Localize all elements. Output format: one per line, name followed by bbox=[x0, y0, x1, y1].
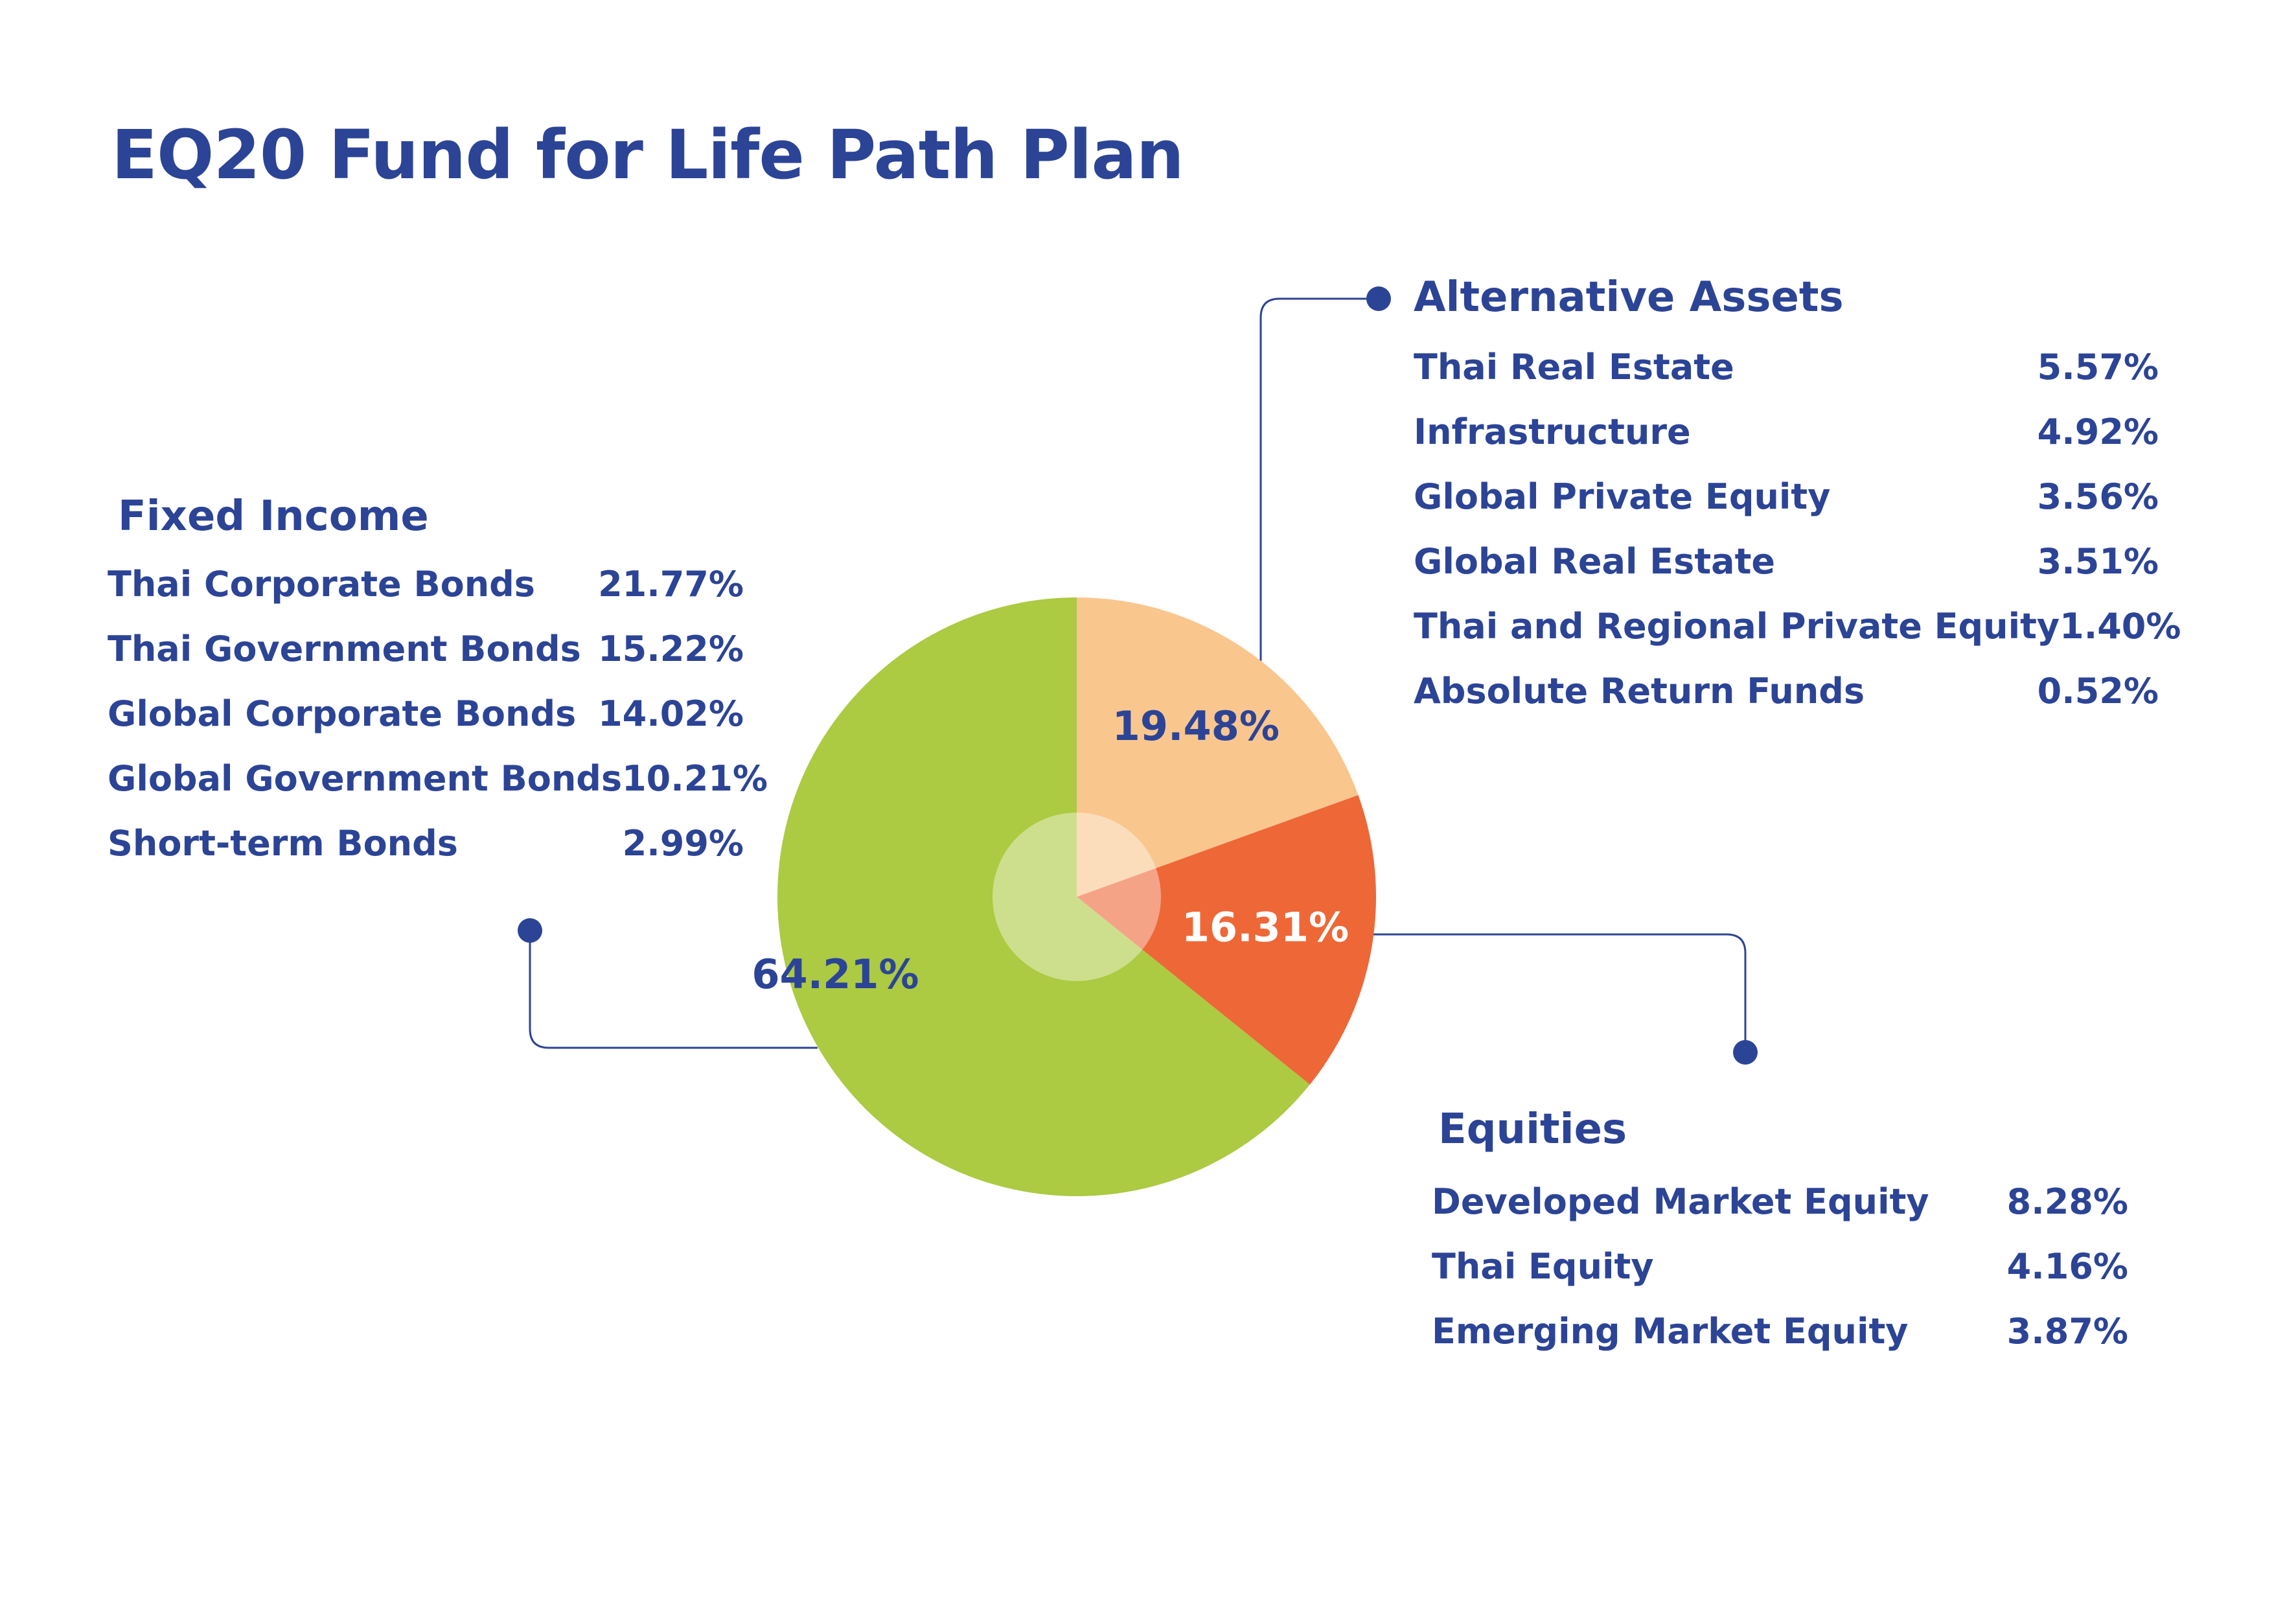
alternative-assets-item-value: 0.52% bbox=[2037, 671, 2159, 711]
connector-lines bbox=[518, 286, 1758, 1065]
alternative-assets-item: Thai Real Estate 5.57% bbox=[1414, 347, 2159, 387]
alternative-assets-item: Global Real Estate 3.51% bbox=[1414, 541, 2159, 582]
equities-item: Emerging Market Equity 3.87% bbox=[1432, 1311, 2128, 1352]
fixed-income-item-label: Global Government Bonds bbox=[108, 758, 623, 799]
alternative-assets-connector bbox=[1259, 297, 1372, 661]
fixed-income-title: Fixed Income bbox=[118, 492, 429, 540]
fixed-income-item-value: 2.99% bbox=[622, 823, 744, 864]
equities-item-value: 4.16% bbox=[2006, 1246, 2128, 1287]
equities-item-label: Developed Market Equity bbox=[1432, 1181, 1929, 1222]
fixed-income-item-value: 10.21% bbox=[622, 758, 768, 799]
fixed-income-item-value: 15.22% bbox=[598, 629, 744, 669]
fixed-income-item-label: Global Corporate Bonds bbox=[108, 693, 577, 734]
alternative-assets-item-label: Global Real Estate bbox=[1414, 541, 1776, 582]
alternative-assets-item-value: 3.51% bbox=[2037, 541, 2159, 582]
equities-item-value: 8.28% bbox=[2006, 1181, 2128, 1222]
alternative-assets-item-label: Global Private Equity bbox=[1414, 476, 1831, 517]
alternative-assets-item-value: 5.57% bbox=[2037, 347, 2159, 387]
fixed-income-item-label: Thai Corporate Bonds bbox=[108, 564, 535, 605]
equities-item-value: 3.87% bbox=[2006, 1311, 2128, 1352]
alternative-assets-item-label: Absolute Return Funds bbox=[1414, 671, 1865, 711]
fixed-income-item: Thai Government Bonds 15.22% bbox=[108, 629, 744, 669]
equities-item-label: Emerging Market Equity bbox=[1432, 1311, 1909, 1352]
pie-slice-fixed-income bbox=[777, 597, 1310, 1197]
pie-center-highlight bbox=[993, 813, 1161, 981]
alternative-assets-item-value: 1.40% bbox=[2060, 606, 2181, 647]
fixed-income-connector bbox=[529, 933, 818, 1049]
alternative-assets-item-label: Infrastructure bbox=[1414, 411, 1691, 452]
alternative-assets-item-label: Thai Real Estate bbox=[1414, 347, 1734, 387]
alternative-assets-item-value: 4.92% bbox=[2037, 411, 2159, 452]
fixed-income-item-value: 21.77% bbox=[598, 564, 744, 605]
alternative-assets-item: Global Private Equity 3.56% bbox=[1414, 476, 2159, 517]
fixed-income-item-label: Thai Government Bonds bbox=[108, 629, 581, 669]
pie-slice-label: 19.48% bbox=[1112, 702, 1280, 750]
pie-slice-label: 64.21% bbox=[752, 951, 919, 998]
fixed-income-item-label: Short-term Bonds bbox=[108, 823, 458, 864]
pie-slices bbox=[777, 597, 1376, 1197]
page-title: EQ20 Fund for Life Path Plan bbox=[111, 115, 1184, 194]
fixed-income-item: Thai Corporate Bonds 21.77% bbox=[108, 564, 744, 605]
alternative-assets-dot bbox=[1366, 286, 1391, 311]
fixed-income-dot bbox=[518, 918, 542, 943]
alternative-assets-item: Thai and Regional Private Equity 1.40% bbox=[1414, 606, 2181, 647]
equities-dot bbox=[1733, 1040, 1758, 1065]
alternative-assets-title: Alternative Assets bbox=[1414, 273, 1844, 321]
alternative-assets-item: Absolute Return Funds 0.52% bbox=[1414, 671, 2159, 711]
alternative-assets-item-label: Thai and Regional Private Equity bbox=[1414, 606, 2060, 647]
fixed-income-item: Global Government Bonds 10.21% bbox=[108, 758, 768, 799]
fixed-income-item: Short-term Bonds 2.99% bbox=[108, 823, 744, 864]
equities-item: Thai Equity 4.16% bbox=[1432, 1246, 2128, 1287]
fixed-income-item-value: 14.02% bbox=[598, 693, 744, 734]
pie-slice-equities bbox=[1077, 794, 1376, 1085]
equities-item: Developed Market Equity 8.28% bbox=[1432, 1181, 2128, 1222]
equities-title: Equities bbox=[1438, 1105, 1627, 1153]
alternative-assets-item-value: 3.56% bbox=[2037, 476, 2159, 517]
alternative-assets-item: Infrastructure 4.92% bbox=[1414, 411, 2159, 452]
equities-connector bbox=[1372, 933, 1747, 1050]
pie-slice-labels: 19.48% 16.31% 64.21% bbox=[752, 702, 1349, 998]
fixed-income-item: Global Corporate Bonds 14.02% bbox=[108, 693, 744, 734]
equities-item-label: Thai Equity bbox=[1432, 1246, 1654, 1287]
pie-slice-alternative-assets bbox=[1077, 597, 1359, 897]
pie-slice-label: 16.31% bbox=[1182, 904, 1349, 951]
